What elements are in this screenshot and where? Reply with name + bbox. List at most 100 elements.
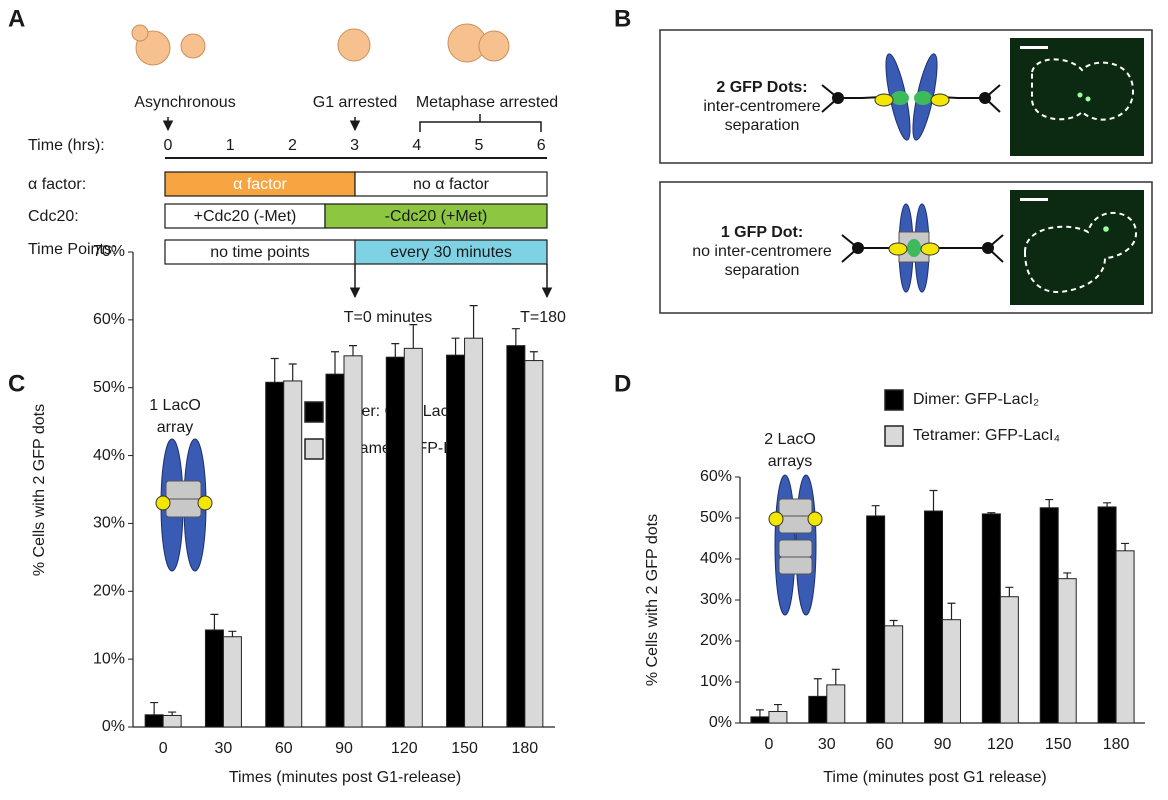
y-tick-label: 40% bbox=[93, 447, 125, 464]
panel-label: A bbox=[8, 5, 25, 32]
segment-label: α factor bbox=[233, 176, 287, 193]
stage-label: G1 arrested bbox=[313, 94, 397, 111]
annotation: 2 LacO bbox=[764, 431, 816, 448]
chromosome-icon bbox=[155, 438, 213, 572]
marker-label: T=0 minutes bbox=[344, 309, 432, 326]
segment-label: no time points bbox=[210, 244, 310, 261]
error-bar bbox=[831, 668, 840, 685]
box-text: separation bbox=[725, 262, 800, 279]
bar bbox=[1097, 506, 1117, 724]
error-bar bbox=[288, 363, 297, 381]
bar bbox=[524, 360, 544, 728]
error-bar bbox=[871, 505, 880, 516]
error-bar bbox=[150, 701, 159, 715]
time-label: 4 bbox=[412, 137, 421, 154]
y-tick-label: 20% bbox=[93, 583, 125, 600]
bar bbox=[981, 513, 1001, 724]
y-tick-label: 30% bbox=[700, 591, 732, 608]
x-tick-label: 30 bbox=[818, 736, 836, 753]
error-bar bbox=[210, 613, 219, 630]
annotation: 1 LacO bbox=[149, 397, 201, 414]
bar bbox=[162, 714, 182, 728]
x-tick-label: 120 bbox=[987, 736, 1014, 753]
error-bar bbox=[511, 328, 520, 346]
bar bbox=[999, 596, 1019, 724]
x-tick-label: 120 bbox=[391, 740, 418, 757]
error-bar bbox=[947, 602, 956, 620]
x-axis-label: Times (minutes post G1-release) bbox=[229, 769, 461, 786]
x-tick-label: 0 bbox=[764, 736, 773, 753]
error-bar bbox=[773, 703, 782, 712]
error-bar bbox=[929, 489, 938, 512]
x-tick-label: 90 bbox=[934, 736, 952, 753]
x-tick-label: 90 bbox=[335, 740, 353, 757]
y-tick-label: 60% bbox=[93, 311, 125, 328]
arrows bbox=[162, 114, 553, 299]
legend-label: Tetramer: GFP-LacI₄ bbox=[913, 427, 1060, 444]
error-bar bbox=[529, 351, 538, 361]
bar bbox=[768, 711, 788, 724]
bar bbox=[283, 380, 303, 728]
annotation: arrays bbox=[768, 453, 812, 470]
box-text: inter-centromere bbox=[703, 98, 820, 115]
panel-b: B 2 GFP Dots: inter-centromere separatio… bbox=[614, 5, 1153, 314]
bar bbox=[808, 695, 828, 724]
time-label: 6 bbox=[537, 137, 546, 154]
row-label: Time Points: bbox=[28, 241, 116, 258]
time-label: 0 bbox=[164, 137, 173, 154]
box bbox=[659, 29, 1153, 164]
bar bbox=[826, 684, 846, 724]
time-title: Time (hrs): bbox=[28, 137, 105, 154]
error-bar bbox=[1121, 542, 1130, 551]
y-tick-label: 70% bbox=[93, 243, 125, 260]
time-labels: 0 1 2 3 4 5 6 bbox=[164, 137, 546, 154]
y-axis-label: % Cells with 2 GFP dots bbox=[644, 514, 661, 686]
panel-a: A Asynchronous G1 arrested Metaphase arr… bbox=[8, 5, 566, 326]
timeline-bars bbox=[164, 171, 548, 265]
legend-label: Dimer: GFP-LacI₂ bbox=[913, 391, 1039, 408]
panel-label: C bbox=[8, 370, 25, 397]
y-tick-label: 0% bbox=[709, 714, 732, 731]
x-tick-label: 180 bbox=[1103, 736, 1130, 753]
time-label: 3 bbox=[350, 137, 359, 154]
schematic-separated bbox=[821, 53, 1001, 141]
y-tick-label: 20% bbox=[700, 632, 732, 649]
bar bbox=[884, 625, 904, 724]
x-tick-label: 0 bbox=[159, 740, 168, 757]
micrograph bbox=[1010, 38, 1144, 156]
stage-label: Asynchronous bbox=[134, 94, 235, 111]
box-title: 1 GFP Dot: bbox=[721, 224, 803, 241]
legend-swatch bbox=[884, 425, 904, 447]
row-label: α factor: bbox=[28, 176, 86, 193]
row-label: Cdc20: bbox=[28, 208, 79, 225]
schematic-unseparated bbox=[841, 203, 1004, 293]
bar bbox=[204, 629, 224, 728]
bar bbox=[222, 636, 242, 728]
x-tick-label: 150 bbox=[451, 740, 478, 757]
segment-label: +Cdc20 (-Met) bbox=[194, 208, 297, 225]
error-bar bbox=[270, 357, 279, 383]
segment-label: every 30 minutes bbox=[390, 244, 512, 261]
bar bbox=[506, 345, 526, 728]
time-label: 1 bbox=[226, 137, 235, 154]
bar bbox=[750, 716, 770, 724]
error-bar bbox=[813, 678, 822, 697]
y-axis-label: % Cells with 2 GFP dots bbox=[31, 404, 48, 576]
time-label: 5 bbox=[475, 137, 484, 154]
bar bbox=[403, 347, 423, 728]
bar bbox=[1057, 578, 1077, 724]
error-bar bbox=[331, 351, 339, 375]
y-tick-label: 40% bbox=[700, 550, 732, 567]
error-bar bbox=[889, 619, 898, 626]
error-bar bbox=[1063, 572, 1072, 579]
bar bbox=[1039, 507, 1059, 724]
y-tick-label: 0% bbox=[102, 718, 125, 735]
error-bar bbox=[987, 512, 996, 514]
time-label: 2 bbox=[288, 137, 297, 154]
legend-swatch bbox=[304, 438, 324, 460]
bar bbox=[1115, 550, 1135, 724]
box-text: separation bbox=[725, 117, 800, 134]
segment-label: -Cdc20 (+Met) bbox=[385, 208, 488, 225]
box-title: 2 GFP Dots: bbox=[716, 79, 807, 96]
